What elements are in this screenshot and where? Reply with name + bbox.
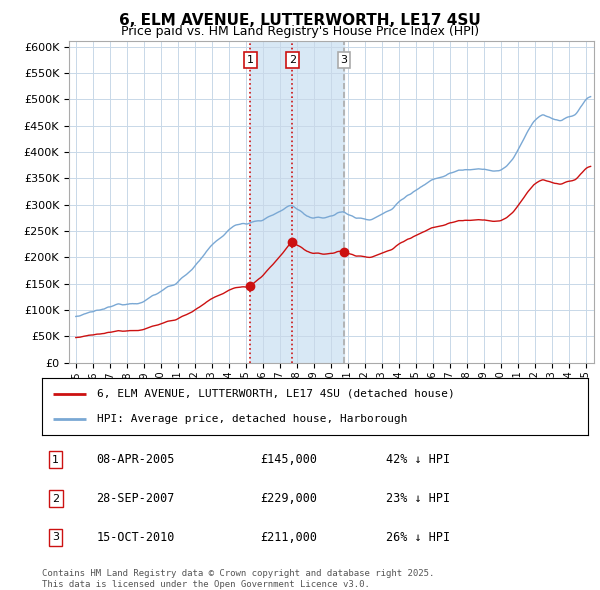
Text: 3: 3 — [52, 533, 59, 542]
Text: Price paid vs. HM Land Registry's House Price Index (HPI): Price paid vs. HM Land Registry's House … — [121, 25, 479, 38]
Text: 15-OCT-2010: 15-OCT-2010 — [97, 531, 175, 544]
Text: 42% ↓ HPI: 42% ↓ HPI — [386, 453, 450, 466]
Text: 2: 2 — [289, 55, 296, 65]
Text: 28-SEP-2007: 28-SEP-2007 — [97, 492, 175, 505]
Text: £211,000: £211,000 — [260, 531, 317, 544]
Text: 2: 2 — [52, 494, 59, 503]
Text: 26% ↓ HPI: 26% ↓ HPI — [386, 531, 450, 544]
Text: 3: 3 — [341, 55, 347, 65]
Text: 6, ELM AVENUE, LUTTERWORTH, LE17 4SU: 6, ELM AVENUE, LUTTERWORTH, LE17 4SU — [119, 13, 481, 28]
Text: HPI: Average price, detached house, Harborough: HPI: Average price, detached house, Harb… — [97, 414, 407, 424]
Text: 6, ELM AVENUE, LUTTERWORTH, LE17 4SU (detached house): 6, ELM AVENUE, LUTTERWORTH, LE17 4SU (de… — [97, 389, 454, 399]
Text: 23% ↓ HPI: 23% ↓ HPI — [386, 492, 450, 505]
Bar — [250, 41, 344, 363]
Text: Contains HM Land Registry data © Crown copyright and database right 2025.
This d: Contains HM Land Registry data © Crown c… — [42, 569, 434, 589]
Text: £145,000: £145,000 — [260, 453, 317, 466]
Text: 1: 1 — [52, 455, 59, 464]
Text: 08-APR-2005: 08-APR-2005 — [97, 453, 175, 466]
Text: 1: 1 — [247, 55, 254, 65]
Text: £229,000: £229,000 — [260, 492, 317, 505]
